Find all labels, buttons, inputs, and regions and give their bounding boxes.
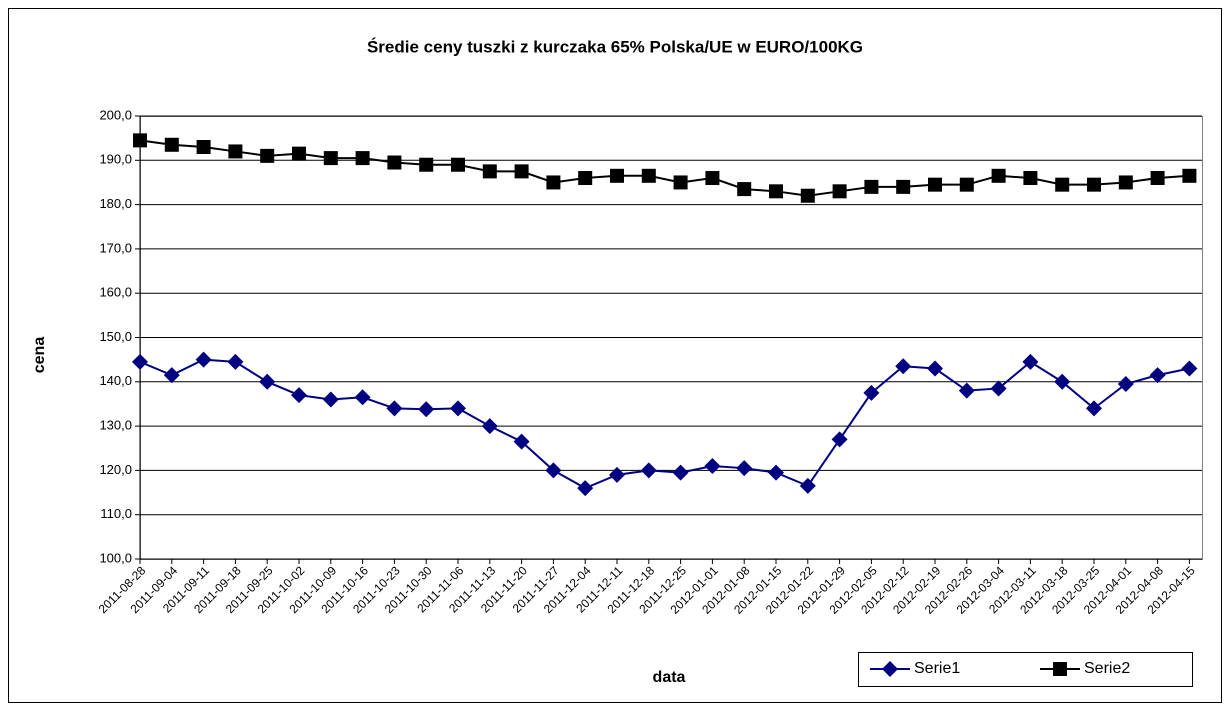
legend: Serie1 Serie2: [858, 652, 1193, 687]
marker: [800, 188, 815, 203]
marker: [769, 184, 783, 199]
y-tick-label: 100,0: [99, 550, 132, 565]
marker: [959, 177, 974, 192]
y-tick-label: 140,0: [99, 373, 132, 388]
marker: [705, 171, 720, 186]
marker: [896, 179, 911, 194]
marker: [481, 418, 498, 435]
legend-marker: [1053, 662, 1067, 676]
marker: [737, 182, 752, 197]
marker: [832, 184, 847, 199]
marker: [418, 401, 435, 418]
marker: [609, 466, 625, 483]
marker: [1055, 177, 1070, 192]
marker: [958, 382, 975, 399]
marker: [227, 353, 244, 370]
marker: [704, 457, 721, 474]
marker: [546, 175, 561, 190]
y-tick-label: 150,0: [99, 329, 132, 344]
marker: [864, 179, 879, 194]
marker: [260, 148, 275, 163]
marker: [1182, 168, 1197, 183]
marker: [322, 391, 339, 408]
marker: [610, 168, 624, 183]
marker: [354, 389, 371, 406]
y-tick-label: 190,0: [99, 152, 132, 167]
marker: [831, 431, 848, 448]
marker: [1054, 373, 1071, 390]
marker: [673, 175, 688, 190]
y-tick-label: 200,0: [99, 107, 132, 122]
marker: [895, 358, 912, 375]
marker: [1118, 175, 1133, 190]
marker: [482, 164, 497, 179]
marker: [640, 462, 657, 479]
marker: [195, 351, 212, 368]
marker: [1022, 353, 1039, 370]
marker: [196, 140, 211, 155]
marker: [513, 433, 530, 450]
marker: [641, 168, 656, 183]
marker: [133, 133, 147, 148]
marker: [1086, 400, 1102, 417]
marker: [736, 460, 753, 477]
legend-label: Serie2: [1084, 660, 1130, 677]
marker: [451, 157, 465, 172]
legend-label: Serie1: [914, 660, 960, 677]
marker: [291, 387, 307, 404]
y-tick-label: 130,0: [99, 418, 132, 433]
marker: [228, 144, 243, 159]
chart-title: Średie ceny tuszki z kurczaka 65% Polska…: [367, 37, 863, 56]
legend-marker: [882, 661, 898, 677]
x-axis-label: data: [653, 669, 686, 686]
marker: [1181, 360, 1198, 377]
marker: [990, 380, 1007, 397]
marker: [132, 353, 148, 370]
marker: [768, 464, 784, 481]
marker: [545, 462, 562, 479]
marker: [863, 384, 880, 401]
series-line: [139, 139, 1190, 197]
marker: [1023, 171, 1038, 186]
y-tick-label: 120,0: [99, 462, 132, 477]
marker: [578, 171, 593, 186]
marker: [672, 464, 689, 481]
marker: [259, 373, 276, 390]
marker: [799, 477, 816, 494]
marker: [450, 400, 466, 417]
marker: [355, 151, 370, 166]
legend-box: [858, 652, 1193, 687]
marker: [323, 151, 338, 166]
marker: [991, 168, 1006, 183]
y-axis-label: cena: [31, 337, 48, 374]
marker: [1149, 367, 1166, 384]
marker: [577, 480, 594, 497]
marker: [292, 146, 306, 161]
marker: [1150, 171, 1165, 186]
y-tick-label: 170,0: [99, 240, 132, 255]
series-line: [139, 358, 1190, 490]
marker: [419, 157, 434, 172]
marker: [927, 360, 943, 377]
marker: [164, 137, 179, 152]
marker: [928, 177, 942, 192]
marker: [386, 400, 403, 417]
marker: [163, 367, 180, 384]
y-tick-label: 160,0: [99, 285, 132, 300]
marker: [514, 164, 529, 179]
y-tick-label: 180,0: [99, 196, 132, 211]
y-tick-label: 110,0: [100, 506, 132, 521]
marker: [387, 155, 402, 170]
marker: [1087, 177, 1101, 192]
marker: [1117, 376, 1134, 393]
